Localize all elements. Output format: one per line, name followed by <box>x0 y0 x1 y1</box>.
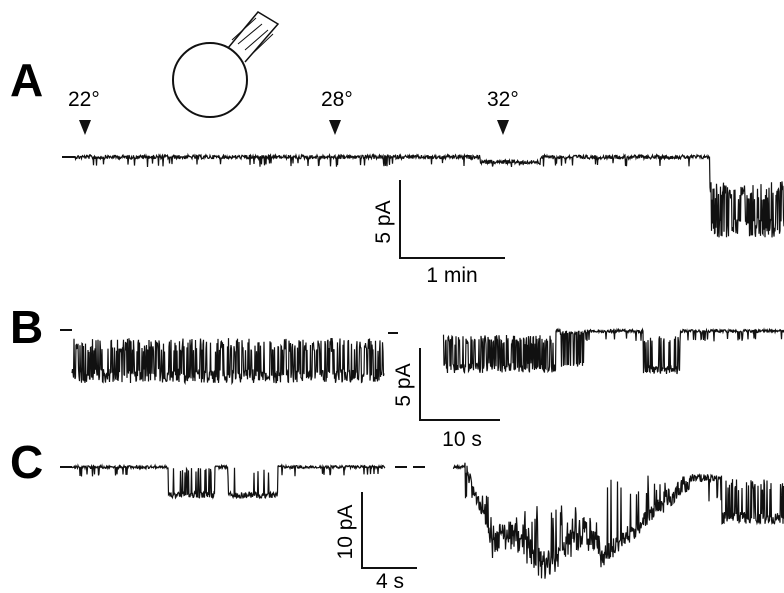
scale-y-label: 5 pA <box>392 363 415 406</box>
current-trace <box>704 154 784 238</box>
temperature-label: 28° <box>321 88 353 111</box>
temperature-label: 22° <box>68 88 100 111</box>
arrowhead <box>497 120 509 135</box>
current-trace <box>71 337 385 386</box>
scale-y-label: 10 pA <box>334 505 357 560</box>
arrowhead <box>79 120 91 135</box>
scale-x-label: 1 min <box>426 264 477 287</box>
baseline-dash <box>60 156 425 468</box>
panel-label: A <box>10 54 43 106</box>
arrowhead <box>329 120 341 135</box>
current-trace <box>74 152 706 168</box>
traces <box>71 152 784 579</box>
panel-label: B <box>10 301 43 353</box>
temperature-label: 32° <box>487 88 519 111</box>
scale-x-label: 10 s <box>442 428 482 451</box>
panel-label: C <box>10 436 43 488</box>
scale-x-label: 4 s <box>376 570 404 593</box>
current-trace <box>452 462 784 579</box>
scale-y-label: 5 pA <box>372 200 395 243</box>
current-trace <box>71 463 386 500</box>
current-trace <box>442 327 784 375</box>
scale-bar <box>361 180 505 569</box>
cell-drawing <box>172 11 280 118</box>
